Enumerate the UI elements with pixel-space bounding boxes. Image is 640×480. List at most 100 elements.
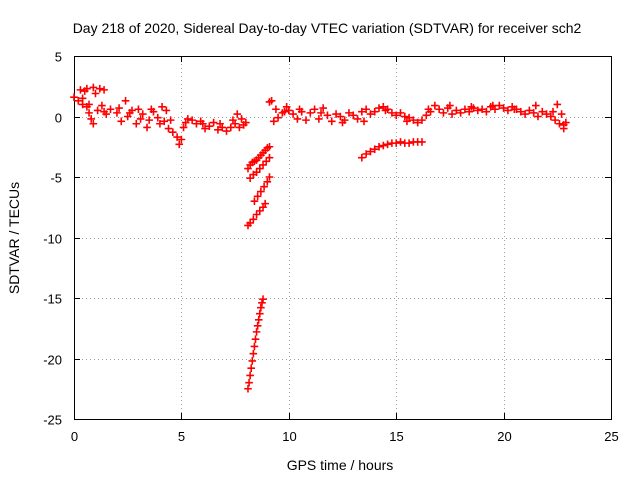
data-point <box>375 142 383 151</box>
data-point <box>547 112 555 121</box>
data-point <box>242 118 250 127</box>
data-point <box>253 322 262 330</box>
data-point <box>516 107 525 116</box>
data-point <box>179 123 188 132</box>
data-point <box>249 349 258 358</box>
data-point <box>201 124 209 133</box>
data-point <box>138 110 147 118</box>
data-point <box>100 107 108 116</box>
x-tick-label: 5 <box>178 429 185 444</box>
series-descending-arc-mid <box>246 153 274 183</box>
y-tick-label: -25 <box>43 413 62 428</box>
data-point <box>199 119 207 128</box>
series-isolated <box>265 96 276 106</box>
data-points <box>70 83 570 393</box>
data-point <box>381 106 390 115</box>
data-point <box>418 138 426 146</box>
data-point <box>306 109 315 117</box>
data-point <box>106 105 115 114</box>
data-point <box>452 106 461 115</box>
data-point <box>259 295 267 304</box>
data-point <box>366 147 375 156</box>
data-point <box>175 140 184 149</box>
data-point <box>265 153 274 162</box>
data-point <box>256 164 264 173</box>
data-point <box>465 107 474 116</box>
data-point <box>117 117 126 126</box>
axis-ticks: 0 5 10 15 20 25 5 0 -5 -10 -15 -20 -25 <box>43 50 619 445</box>
data-point <box>177 135 186 144</box>
data-point <box>188 116 196 124</box>
data-point <box>310 105 319 114</box>
data-point <box>269 117 278 126</box>
series-descending-arc-upper <box>244 142 274 173</box>
series-descending-arc-low <box>250 173 274 205</box>
data-point <box>315 115 323 123</box>
data-point <box>370 107 379 116</box>
data-point <box>555 119 564 128</box>
data-point <box>549 107 557 116</box>
data-point <box>557 110 566 118</box>
data-point <box>237 115 246 123</box>
data-point <box>534 112 542 121</box>
x-tick-label: 25 <box>604 429 618 444</box>
series-main-track-d <box>272 100 568 129</box>
data-point <box>156 119 164 128</box>
data-point <box>323 111 332 120</box>
data-point <box>338 118 347 127</box>
data-point <box>244 384 252 393</box>
chart-title: Day 218 of 2020, Sidereal Day-to-day VTE… <box>73 20 582 36</box>
data-point <box>89 83 98 92</box>
data-point <box>249 215 258 224</box>
data-point <box>229 116 237 124</box>
data-point <box>246 371 254 380</box>
data-point <box>383 140 392 149</box>
data-point <box>160 117 169 126</box>
data-point <box>136 115 145 123</box>
series-mid-arc <box>358 138 426 162</box>
data-point <box>147 105 156 114</box>
data-point <box>345 109 353 117</box>
data-point <box>209 118 218 127</box>
data-point <box>83 84 91 93</box>
data-point <box>362 150 370 158</box>
data-point <box>413 118 422 127</box>
data-point <box>267 96 276 105</box>
data-point <box>293 115 302 123</box>
series-main-track-b <box>76 83 246 128</box>
data-point <box>257 303 265 312</box>
data-point <box>153 113 162 122</box>
data-point <box>115 104 123 112</box>
data-point <box>467 103 476 111</box>
data-point <box>495 101 504 110</box>
data-point <box>538 107 547 116</box>
data-point <box>250 342 259 351</box>
data-point <box>272 105 280 114</box>
y-axis-label: SDTVAR / TECUs <box>6 182 22 294</box>
data-point <box>553 100 562 109</box>
data-point <box>95 84 104 93</box>
data-point <box>422 111 431 120</box>
data-point <box>370 145 379 153</box>
data-point <box>529 109 538 117</box>
data-point <box>388 109 396 117</box>
data-point <box>446 101 454 110</box>
data-point <box>379 141 388 150</box>
data-point <box>478 105 486 114</box>
data-point <box>302 116 310 124</box>
data-point <box>392 139 400 147</box>
data-point <box>248 357 257 365</box>
data-point <box>456 109 465 117</box>
data-point <box>252 210 261 219</box>
data-point <box>91 89 100 98</box>
data-point <box>164 124 173 133</box>
data-point <box>181 118 190 127</box>
data-point <box>235 123 244 132</box>
y-tick-label: -5 <box>50 171 62 186</box>
data-point <box>280 107 289 116</box>
data-point <box>143 123 151 132</box>
x-tick-label: 0 <box>71 429 78 444</box>
data-point <box>256 207 264 215</box>
data-point <box>358 107 366 116</box>
data-point <box>461 105 469 114</box>
